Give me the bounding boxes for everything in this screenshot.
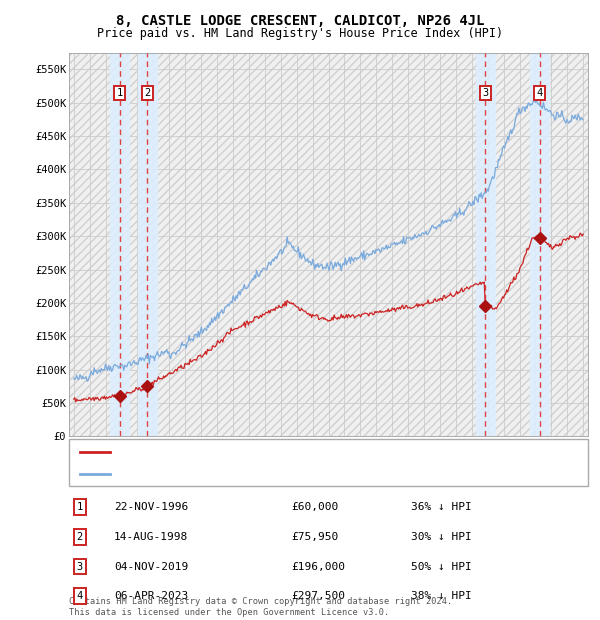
- Text: HPI: Average price, detached house, Monmouthshire: HPI: Average price, detached house, Monm…: [116, 469, 410, 479]
- Text: 2: 2: [144, 88, 151, 98]
- Text: £297,500: £297,500: [291, 591, 345, 601]
- Text: £196,000: £196,000: [291, 562, 345, 572]
- Text: 04-NOV-2019: 04-NOV-2019: [114, 562, 188, 572]
- Text: 8, CASTLE LODGE CRESCENT, CALDICOT, NP26 4JL (detached house): 8, CASTLE LODGE CRESCENT, CALDICOT, NP26…: [116, 448, 482, 458]
- Text: Contains HM Land Registry data © Crown copyright and database right 2024.: Contains HM Land Registry data © Crown c…: [69, 596, 452, 606]
- Text: £60,000: £60,000: [291, 502, 338, 512]
- Text: 14-AUG-1998: 14-AUG-1998: [114, 532, 188, 542]
- Bar: [530, 53, 549, 436]
- Text: 4: 4: [536, 88, 543, 98]
- Text: This data is licensed under the Open Government Licence v3.0.: This data is licensed under the Open Gov…: [69, 608, 389, 617]
- Text: 30% ↓ HPI: 30% ↓ HPI: [411, 532, 472, 542]
- Bar: [138, 53, 157, 436]
- Text: 38% ↓ HPI: 38% ↓ HPI: [411, 591, 472, 601]
- Text: 50% ↓ HPI: 50% ↓ HPI: [411, 562, 472, 572]
- Text: 1: 1: [77, 502, 83, 512]
- Bar: [110, 53, 130, 436]
- Text: Price paid vs. HM Land Registry's House Price Index (HPI): Price paid vs. HM Land Registry's House …: [97, 27, 503, 40]
- Text: £75,950: £75,950: [291, 532, 338, 542]
- Text: 22-NOV-1996: 22-NOV-1996: [114, 502, 188, 512]
- Text: 06-APR-2023: 06-APR-2023: [114, 591, 188, 601]
- Text: 1: 1: [117, 88, 123, 98]
- Text: 3: 3: [482, 88, 488, 98]
- Text: 36% ↓ HPI: 36% ↓ HPI: [411, 502, 472, 512]
- Bar: [476, 53, 495, 436]
- Text: 4: 4: [77, 591, 83, 601]
- Text: 3: 3: [77, 562, 83, 572]
- Text: 8, CASTLE LODGE CRESCENT, CALDICOT, NP26 4JL: 8, CASTLE LODGE CRESCENT, CALDICOT, NP26…: [116, 14, 484, 28]
- Text: 2: 2: [77, 532, 83, 542]
